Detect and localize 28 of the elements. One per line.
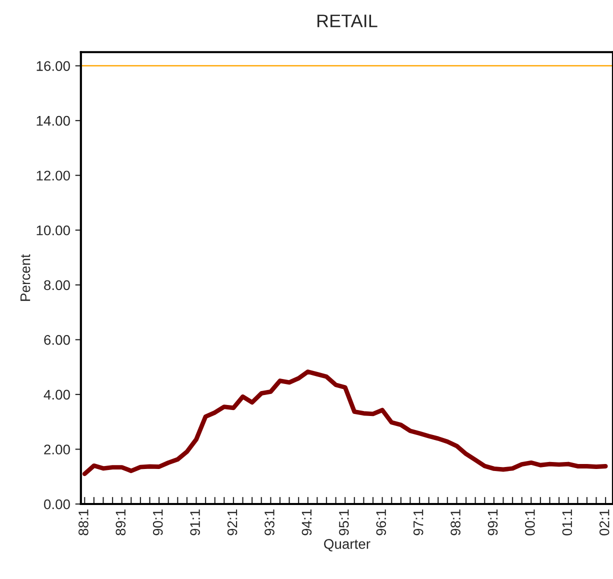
y-tick-label: 0.00 (44, 499, 70, 510)
y-tick-label: 12.00 (36, 170, 70, 181)
x-tick-label: 02:1 (599, 510, 610, 536)
y-tick-label: 10.00 (36, 225, 70, 236)
x-axis-title: Quarter (324, 539, 370, 552)
x-tick-label: 99:1 (488, 510, 498, 536)
x-tick-label: 97:1 (413, 510, 424, 536)
y-tick-label: 6.00 (44, 335, 70, 345)
y-tick-label: 14.00 (36, 116, 70, 126)
chart-title: RETAIL (318, 14, 378, 28)
x-tick-label: 01:1 (562, 510, 572, 536)
x-tick-label: 93:1 (264, 510, 274, 536)
x-tick-label: 00:1 (525, 510, 535, 536)
y-tick-label: 8.00 (44, 280, 70, 290)
x-tick-label: 90:1 (152, 510, 163, 536)
line-series (82, 370, 608, 476)
x-tick-label: 94:1 (302, 510, 312, 536)
x-tick-label: 96:1 (376, 510, 386, 536)
x-tick-label: 89:1 (116, 510, 126, 536)
x-tick-label: 98:1 (450, 510, 460, 536)
y-tick-label: 2.00 (44, 444, 70, 454)
x-tick-label: 91:1 (190, 510, 200, 536)
y-tick-label: 4.00 (44, 390, 70, 400)
y-tick-label: 16.00 (36, 61, 70, 71)
x-tick-label: 88:1 (78, 510, 88, 536)
x-tick-label: 95:1 (338, 510, 349, 536)
x-tick-label: 92:1 (227, 510, 238, 536)
y-axis-title: Percent (20, 254, 30, 301)
